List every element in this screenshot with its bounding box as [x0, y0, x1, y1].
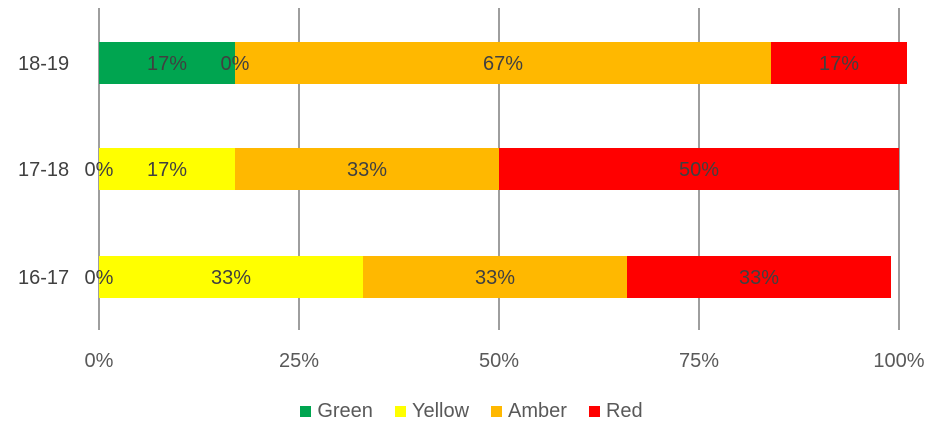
legend-swatch-yellow [394, 405, 406, 417]
data-label: 33% [475, 267, 515, 289]
x-tick-label: 0% [85, 350, 114, 372]
y-tick-label: 17-18 [18, 159, 69, 181]
bar-segment [627, 256, 891, 298]
data-label: 0% [85, 159, 114, 181]
y-tick-label: 16-17 [18, 267, 69, 289]
data-label: 0% [85, 267, 114, 289]
bar-segment [99, 42, 235, 84]
bar-segment [771, 42, 907, 84]
legend-item-green: Green [300, 400, 373, 423]
x-tick-label: 100% [873, 350, 924, 372]
legend-swatch-amber [491, 405, 503, 417]
legend-label-amber: Amber [508, 399, 567, 422]
x-tick-label: 50% [479, 350, 519, 372]
legend-label-green: Green [317, 399, 373, 422]
stacked-bar-chart: 17% 0% 67% 17% 0% 17% 33% 50% 0% 33% 33% 33% 18-19 17… [18, 8, 925, 372]
legend-swatch-green [300, 405, 312, 417]
data-label: 33% [739, 267, 779, 289]
bar-segment [235, 148, 499, 190]
bar-segment [499, 148, 899, 190]
x-tick-label: 75% [679, 350, 719, 372]
data-label: 50% [679, 159, 719, 181]
bar-segment [99, 256, 363, 298]
legend-item-yellow: Yellow [394, 399, 470, 423]
data-label: 33% [211, 267, 251, 289]
data-label: 17% [147, 159, 187, 181]
data-label: 67% [483, 53, 523, 75]
bar-segment [99, 148, 235, 190]
data-label: 33% [347, 159, 387, 181]
x-tick-label: 25% [279, 350, 319, 372]
legend-label-yellow: Yellow [411, 399, 470, 422]
y-tick-label: 18-19 [18, 53, 69, 75]
legend-item-red: Red [588, 399, 643, 423]
data-label: 17% [147, 53, 187, 75]
legend-label-red: Red [605, 399, 643, 422]
bar-segment [235, 42, 771, 84]
legend-item-amber: Amber [491, 400, 567, 423]
data-label: 0% [221, 53, 250, 75]
bar-segment [363, 256, 627, 298]
legend: Green Yellow Amber Red [0, 396, 943, 426]
legend-swatch-red [588, 405, 600, 417]
data-label: 17% [819, 53, 859, 75]
